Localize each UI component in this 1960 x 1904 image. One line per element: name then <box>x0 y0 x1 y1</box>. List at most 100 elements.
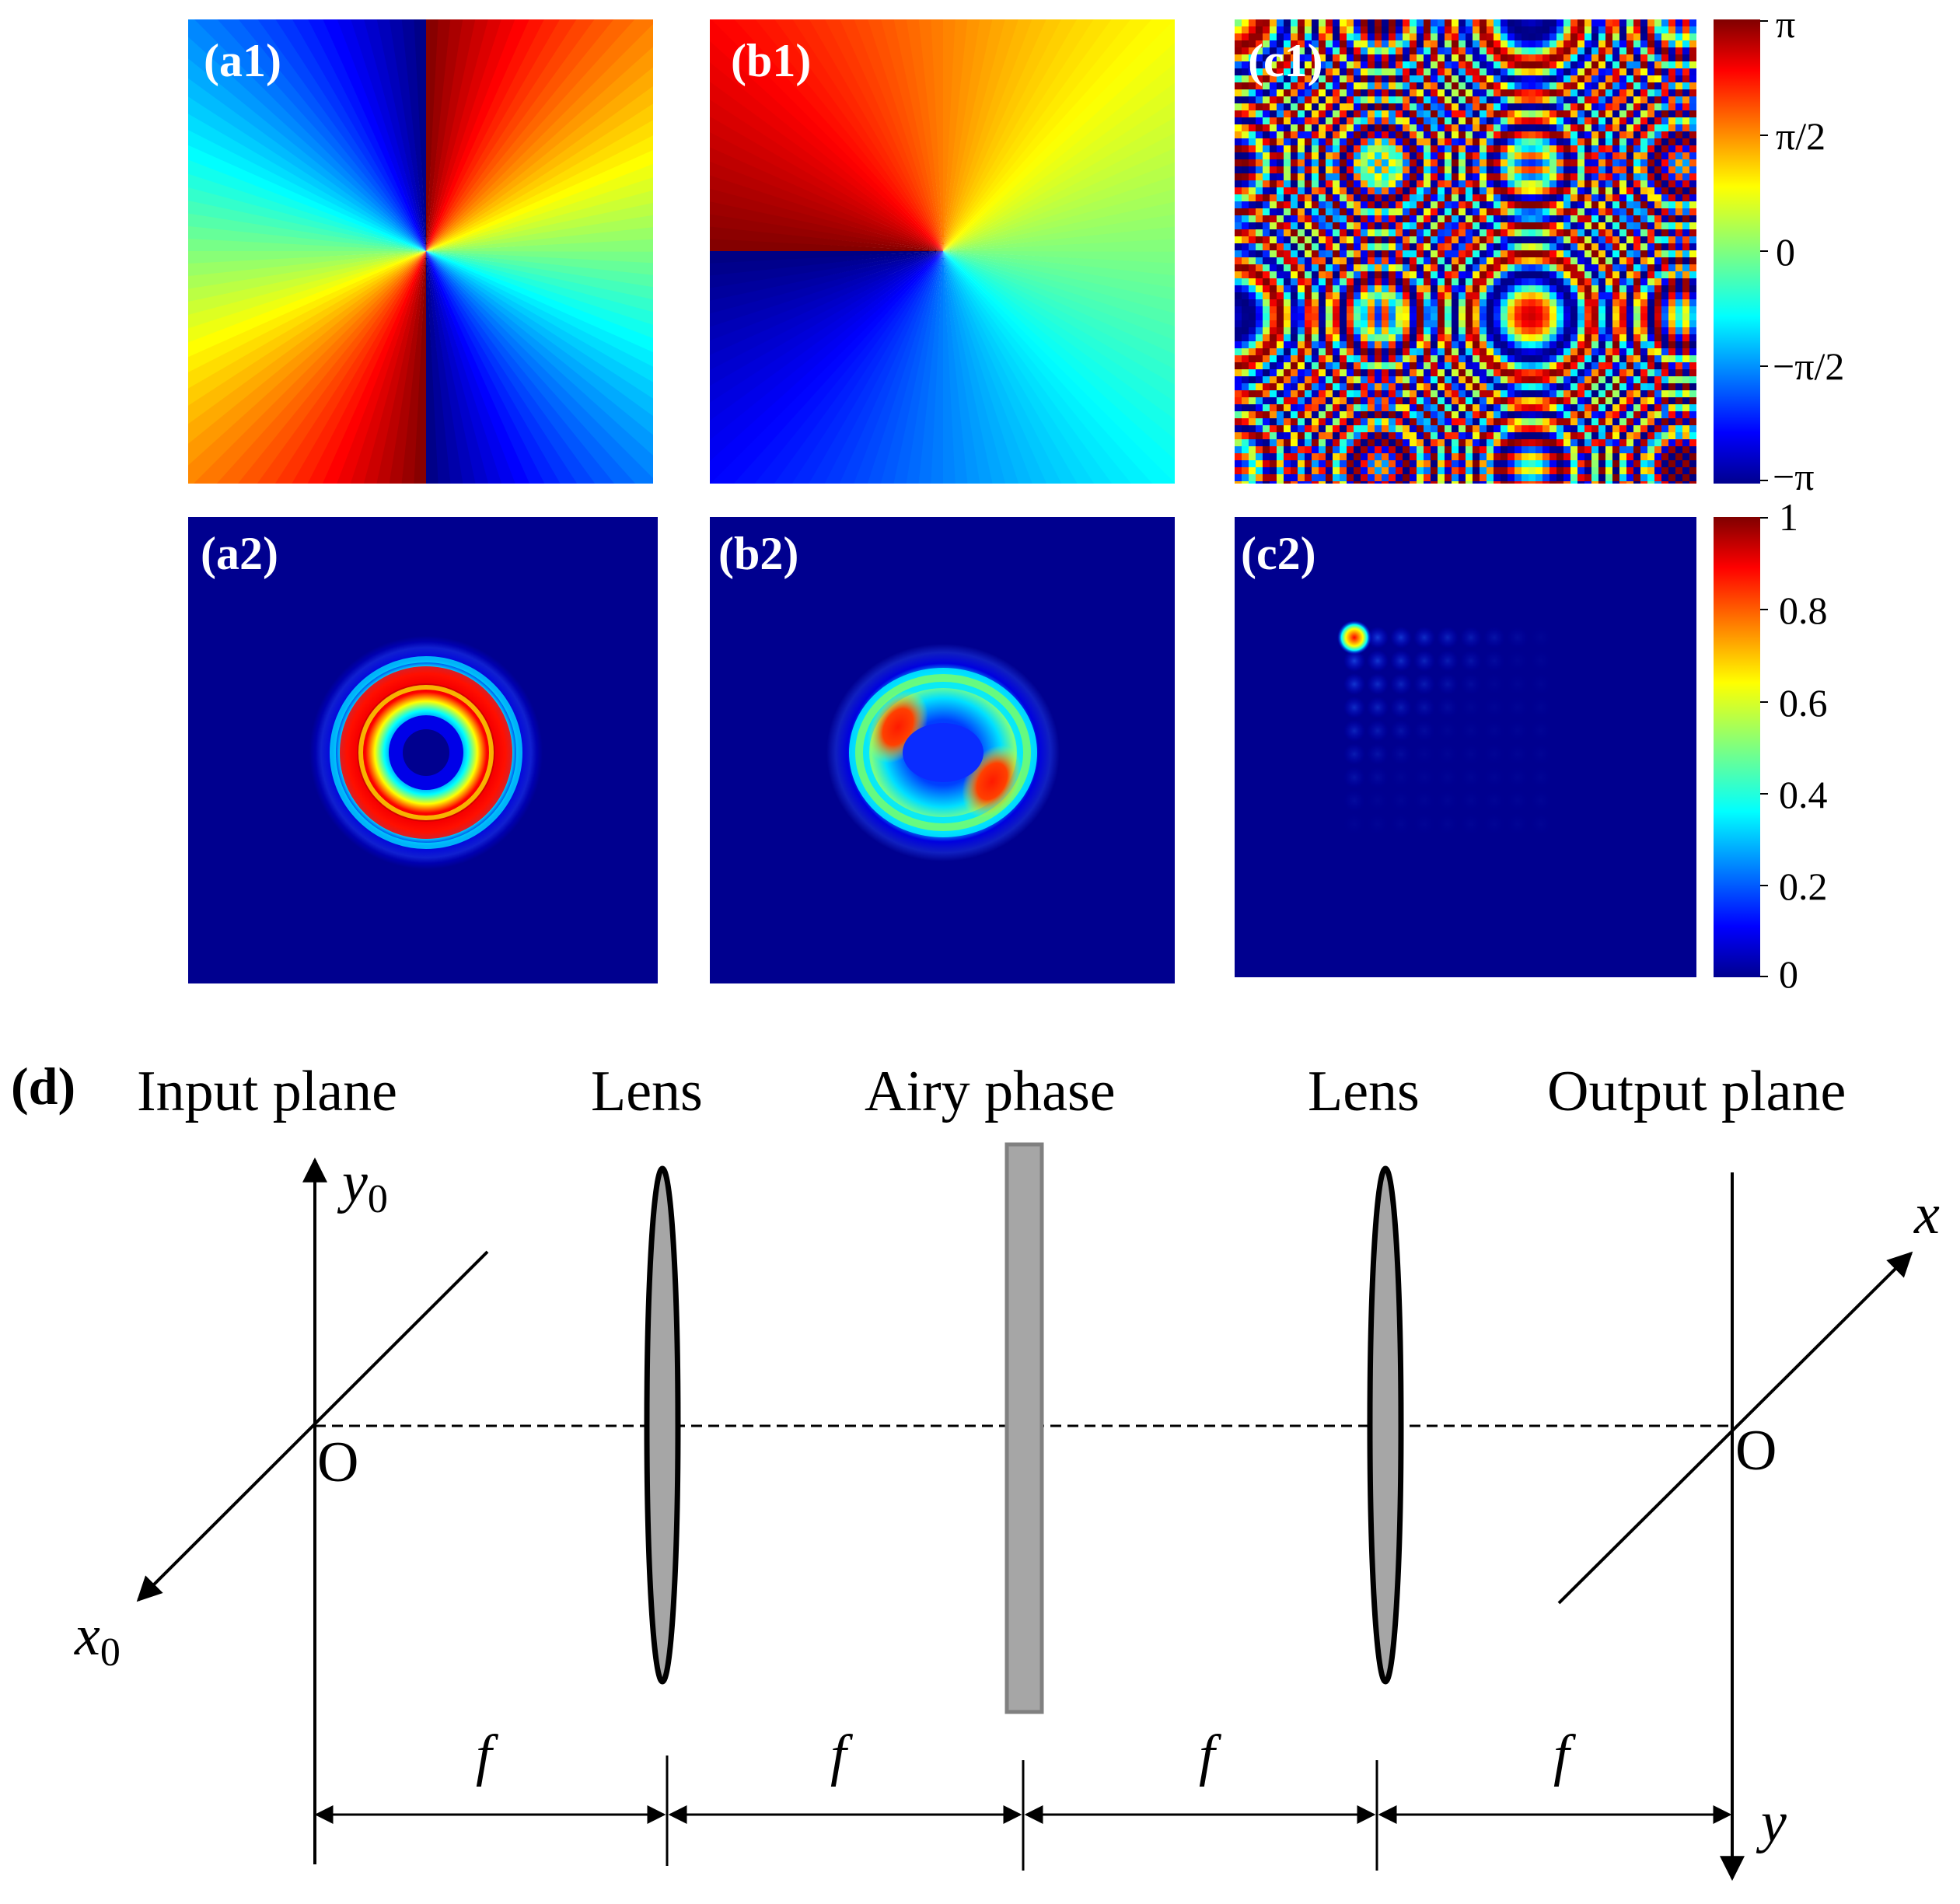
c1-phase-cell <box>1382 26 1389 33</box>
c1-phase-cell <box>1305 159 1312 166</box>
c1-phase-cell <box>1501 355 1508 362</box>
c1-phase-cell <box>1333 257 1340 264</box>
c1-phase-cell <box>1494 194 1501 201</box>
c1-phase-cell <box>1487 124 1494 131</box>
c1-phase-cell <box>1536 61 1542 68</box>
c1-phase-cell <box>1661 215 1668 222</box>
c1-phase-cell <box>1563 341 1570 348</box>
c1-phase-cell <box>1584 236 1591 243</box>
c1-phase-cell <box>1584 68 1591 75</box>
c1-phase-cell <box>1487 103 1494 110</box>
c1-phase-cell <box>1242 369 1249 376</box>
c1-phase-cell <box>1284 173 1291 180</box>
c1-phase-cell <box>1536 397 1542 404</box>
c1-phase-cell <box>1459 278 1466 285</box>
c1-phase-cell <box>1249 187 1256 194</box>
c1-phase-cell <box>1277 369 1284 376</box>
c1-phase-cell <box>1354 103 1361 110</box>
c1-phase-cell <box>1431 180 1438 187</box>
c1-phase-cell <box>1382 89 1389 96</box>
c1-phase-cell <box>1389 208 1396 215</box>
c1-phase-cell <box>1682 145 1689 152</box>
c1-phase-cell <box>1375 236 1382 243</box>
c1-phase-cell <box>1542 215 1549 222</box>
c1-phase-cell <box>1584 54 1591 61</box>
c1-phase-cell <box>1494 138 1501 145</box>
c1-phase-cell <box>1556 327 1563 334</box>
c1-phase-cell <box>1682 439 1689 446</box>
c1-phase-cell <box>1570 173 1577 180</box>
c1-phase-cell <box>1354 474 1361 481</box>
c1-phase-cell <box>1522 383 1529 390</box>
c1-phase-cell <box>1298 47 1305 54</box>
c1-phase-cell <box>1242 145 1249 152</box>
c1-phase-cell <box>1305 110 1312 117</box>
c1-phase-cell <box>1633 159 1640 166</box>
c1-phase-cell <box>1382 299 1389 306</box>
c1-phase-cell <box>1382 320 1389 327</box>
c1-phase-cell <box>1577 201 1584 208</box>
c2-side-lobe <box>1530 813 1552 835</box>
c1-phase-cell <box>1584 278 1591 285</box>
c1-phase-cell <box>1640 439 1647 446</box>
c1-phase-cell <box>1619 243 1626 250</box>
c1-phase-cell <box>1647 446 1654 453</box>
c1-phase-cell <box>1556 26 1563 33</box>
c1-phase-cell <box>1284 68 1291 75</box>
c1-phase-cell <box>1375 173 1382 180</box>
c1-phase-cell <box>1633 243 1640 250</box>
phase-wedge <box>426 251 561 484</box>
c1-phase-cell <box>1319 152 1326 159</box>
c1-phase-cell <box>1305 82 1312 89</box>
c1-phase-cell <box>1598 110 1605 117</box>
c1-phase-cell <box>1396 362 1403 369</box>
c1-phase-cell <box>1326 33 1333 40</box>
c1-phase-cell <box>1591 26 1598 33</box>
c1-phase-cell <box>1473 432 1480 439</box>
c1-phase-cell <box>1529 68 1536 75</box>
c1-phase-cell <box>1375 334 1382 341</box>
c1-phase-cell <box>1682 26 1689 33</box>
c1-phase-cell <box>1612 446 1619 453</box>
c1-phase-cell <box>1291 418 1298 425</box>
c1-phase-cell <box>1431 348 1438 355</box>
c1-phase-cell <box>1291 19 1298 26</box>
c1-phase-cell <box>1508 250 1515 257</box>
c1-phase-cell <box>1242 341 1249 348</box>
c1-phase-cell <box>1312 334 1319 341</box>
c1-phase-cell <box>1556 173 1563 180</box>
c1-phase-cell <box>1291 96 1298 103</box>
c1-phase-cell <box>1654 446 1661 453</box>
c1-phase-cell <box>1591 75 1598 82</box>
c1-phase-cell <box>1403 439 1410 446</box>
c1-phase-cell <box>1459 243 1466 250</box>
c1-phase-cell <box>1501 103 1508 110</box>
c1-phase-cell <box>1598 285 1605 292</box>
c1-phase-cell <box>1647 131 1654 138</box>
panel-label-a2: (a2) <box>201 528 278 579</box>
c1-phase-cell <box>1466 131 1473 138</box>
c1-phase-cell <box>1263 306 1270 313</box>
c1-phase-cell <box>1689 355 1696 362</box>
phase-wedge <box>188 251 426 289</box>
c1-phase-cell <box>1584 411 1591 418</box>
c1-phase-cell <box>1501 145 1508 152</box>
c1-phase-cell <box>1633 369 1640 376</box>
c1-phase-cell <box>1556 180 1563 187</box>
c1-phase-cell <box>1612 341 1619 348</box>
c1-phase-cell <box>1605 355 1612 362</box>
c1-phase-cell <box>1612 383 1619 390</box>
c1-phase-cell <box>1284 299 1291 306</box>
c1-phase-cell <box>1605 201 1612 208</box>
c1-phase-cell <box>1598 292 1605 299</box>
c1-phase-cell <box>1675 40 1682 47</box>
c1-phase-cell <box>1584 285 1591 292</box>
c1-phase-cell <box>1270 362 1277 369</box>
c1-phase-cell <box>1298 299 1305 306</box>
c1-phase-cell <box>1619 96 1626 103</box>
c1-phase-cell <box>1396 54 1403 61</box>
c1-phase-cell <box>1556 481 1563 484</box>
c1-phase-cell <box>1570 439 1577 446</box>
c1-phase-cell <box>1549 124 1556 131</box>
c1-phase-cell <box>1508 33 1515 40</box>
